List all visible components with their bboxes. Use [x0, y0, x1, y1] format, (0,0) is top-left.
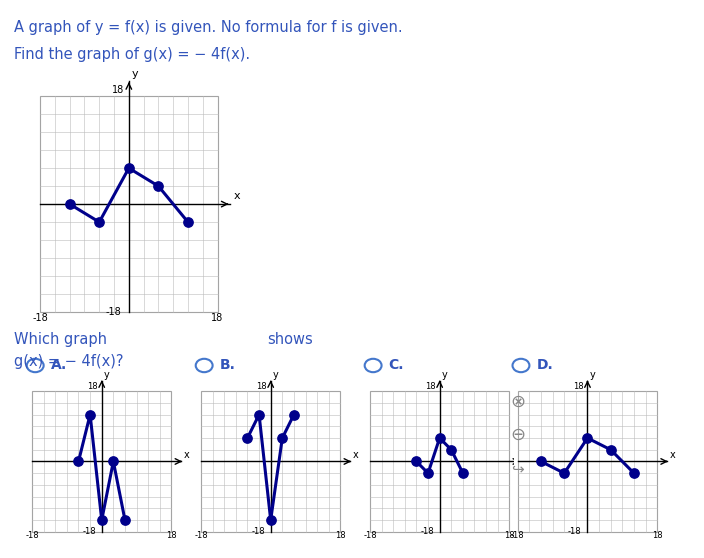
Point [64, 200, 75, 209]
Point [123, 163, 134, 172]
Point [422, 469, 434, 478]
Point [582, 434, 593, 442]
Text: y: y [272, 370, 278, 380]
Point [559, 469, 570, 478]
Text: x: x [184, 450, 189, 459]
Point [182, 218, 194, 227]
Text: y: y [589, 370, 595, 380]
Point [96, 516, 108, 525]
Text: 18: 18 [256, 382, 267, 391]
Text: shows: shows [268, 332, 313, 347]
Text: ⊖: ⊖ [510, 426, 525, 444]
Point [411, 457, 422, 466]
Text: 18: 18 [425, 382, 436, 391]
Text: 18: 18 [87, 382, 98, 391]
Text: -18: -18 [106, 307, 122, 317]
Text: ↪: ↪ [511, 461, 524, 476]
Text: 18: 18 [652, 531, 662, 540]
Text: 18: 18 [504, 531, 515, 540]
Text: B.: B. [220, 358, 236, 373]
Point [153, 182, 164, 191]
Text: 18: 18 [166, 531, 177, 540]
Text: Which graph: Which graph [14, 332, 107, 347]
Point [535, 457, 546, 466]
Point [446, 445, 457, 454]
Point [628, 469, 639, 478]
Point [288, 410, 299, 419]
Point [242, 434, 253, 442]
Text: 18: 18 [211, 313, 224, 323]
Text: A graph of y = f(x) is given. No formula for f is given.: A graph of y = f(x) is given. No formula… [14, 20, 403, 35]
Text: -18: -18 [32, 313, 48, 323]
Text: -18: -18 [251, 527, 265, 536]
Text: ⊗: ⊗ [510, 393, 525, 411]
Point [94, 218, 105, 227]
Point [458, 469, 469, 478]
Text: A.: A. [51, 358, 67, 373]
Text: y: y [103, 370, 109, 380]
Text: -18: -18 [82, 527, 96, 536]
Point [73, 457, 84, 466]
Text: y: y [131, 69, 138, 79]
Text: g(x) = − 4f(x)?: g(x) = − 4f(x)? [14, 354, 124, 369]
Point [84, 410, 96, 419]
Text: x: x [233, 191, 240, 201]
Point [265, 516, 276, 525]
Text: D.: D. [536, 358, 553, 373]
Point [605, 445, 617, 454]
Text: y: y [441, 370, 447, 380]
Text: -18: -18 [568, 527, 582, 536]
Text: x: x [670, 450, 675, 459]
Text: -18: -18 [194, 531, 208, 540]
Text: -18: -18 [25, 531, 39, 540]
Point [434, 434, 446, 442]
Point [253, 410, 265, 419]
Point [108, 457, 119, 466]
Text: 18: 18 [335, 531, 346, 540]
Text: 18: 18 [112, 85, 124, 95]
Text: -18: -18 [363, 531, 377, 540]
Point [120, 516, 131, 525]
Point [277, 434, 288, 442]
Text: Find the graph of g(x) = − 4f(x).: Find the graph of g(x) = − 4f(x). [14, 47, 250, 62]
Text: -18: -18 [511, 531, 524, 540]
Text: x: x [522, 450, 527, 459]
Text: -18: -18 [420, 527, 434, 536]
Text: C.: C. [389, 358, 404, 373]
Text: 18: 18 [573, 382, 584, 391]
Text: x: x [353, 450, 358, 459]
